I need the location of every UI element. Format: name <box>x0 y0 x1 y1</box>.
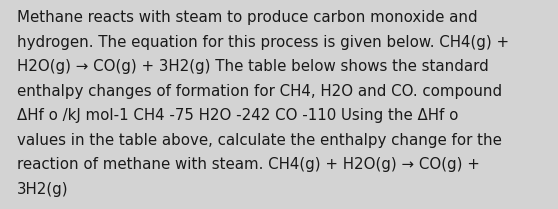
Text: H2O(g) → CO(g) + 3H2(g) The table below shows the standard: H2O(g) → CO(g) + 3H2(g) The table below … <box>17 59 488 74</box>
Text: hydrogen. The equation for this process is given below. CH4(g) +: hydrogen. The equation for this process … <box>17 35 509 50</box>
Text: 3H2(g): 3H2(g) <box>17 182 69 197</box>
Text: enthalpy changes of formation for CH4, H2O and CO. compound: enthalpy changes of formation for CH4, H… <box>17 84 502 99</box>
Text: ΔHf o /kJ mol-1 CH4 -75 H2O -242 CO -110 Using the ΔHf o: ΔHf o /kJ mol-1 CH4 -75 H2O -242 CO -110… <box>17 108 458 123</box>
Text: reaction of methane with steam. CH4(g) + H2O(g) → CO(g) +: reaction of methane with steam. CH4(g) +… <box>17 157 480 172</box>
Text: values in the table above, calculate the enthalpy change for the: values in the table above, calculate the… <box>17 133 502 148</box>
Text: Methane reacts with steam to produce carbon monoxide and: Methane reacts with steam to produce car… <box>17 10 477 25</box>
